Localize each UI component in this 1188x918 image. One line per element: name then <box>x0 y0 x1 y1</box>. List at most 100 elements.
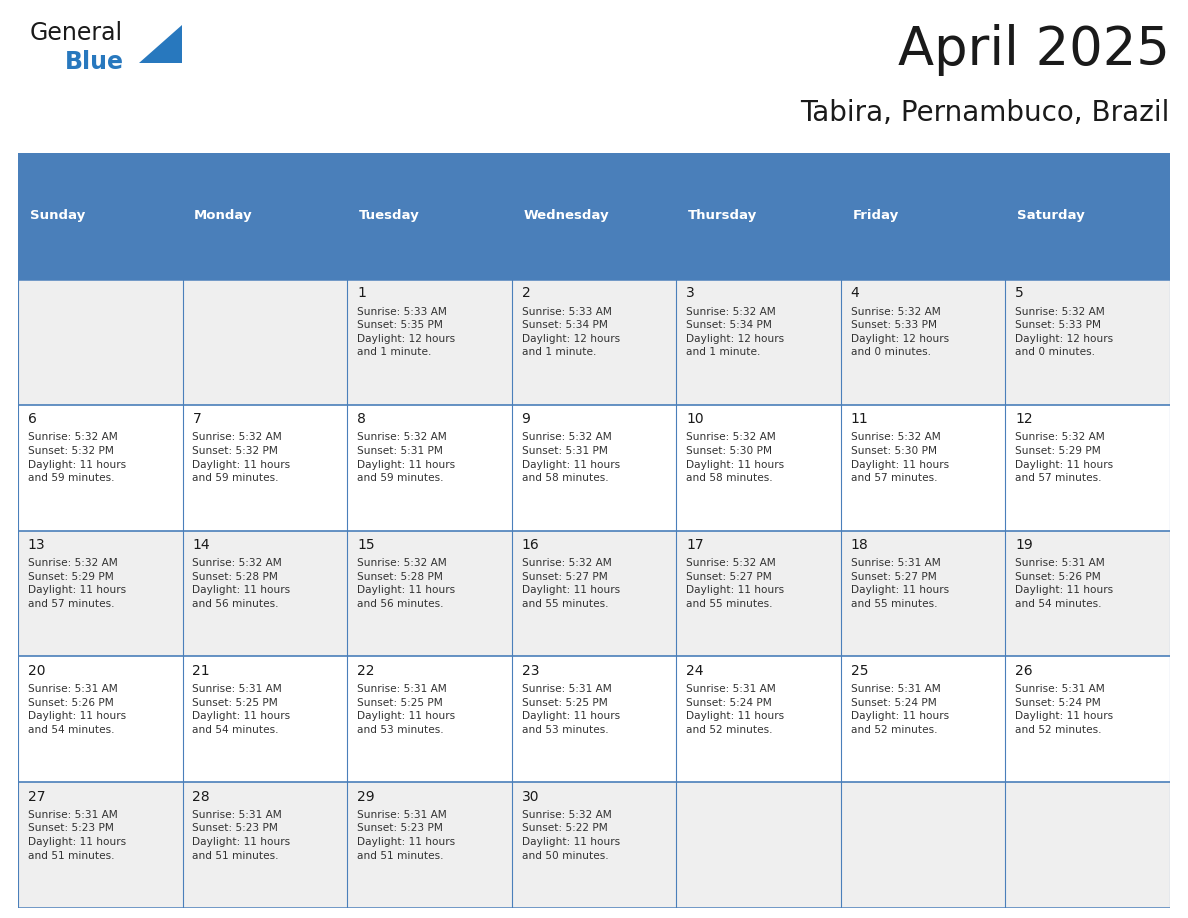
Bar <box>1005 153 1170 279</box>
Bar <box>183 656 347 782</box>
Text: Wednesday: Wednesday <box>523 209 609 222</box>
Bar <box>1005 531 1170 656</box>
Text: 20: 20 <box>27 664 45 677</box>
Bar <box>1005 782 1170 908</box>
Text: Thursday: Thursday <box>688 209 757 222</box>
Text: Tabira, Pernambuco, Brazil: Tabira, Pernambuco, Brazil <box>801 98 1170 127</box>
Text: Sunrise: 5:31 AM
Sunset: 5:23 PM
Daylight: 11 hours
and 51 minutes.: Sunrise: 5:31 AM Sunset: 5:23 PM Dayligh… <box>192 810 291 861</box>
Text: Sunrise: 5:31 AM
Sunset: 5:25 PM
Daylight: 11 hours
and 53 minutes.: Sunrise: 5:31 AM Sunset: 5:25 PM Dayligh… <box>522 684 620 734</box>
Text: Sunrise: 5:32 AM
Sunset: 5:29 PM
Daylight: 11 hours
and 57 minutes.: Sunrise: 5:32 AM Sunset: 5:29 PM Dayligh… <box>1016 432 1113 483</box>
Text: 26: 26 <box>1016 664 1032 677</box>
Bar <box>18 405 183 531</box>
Bar <box>676 279 841 405</box>
Bar <box>1005 279 1170 405</box>
Text: 30: 30 <box>522 789 539 804</box>
Bar <box>183 279 347 405</box>
Bar <box>347 279 512 405</box>
Bar <box>512 531 676 656</box>
Text: Sunrise: 5:31 AM
Sunset: 5:26 PM
Daylight: 11 hours
and 54 minutes.: Sunrise: 5:31 AM Sunset: 5:26 PM Dayligh… <box>1016 558 1113 609</box>
Text: Sunrise: 5:33 AM
Sunset: 5:35 PM
Daylight: 12 hours
and 1 minute.: Sunrise: 5:33 AM Sunset: 5:35 PM Dayligh… <box>358 307 455 357</box>
Text: Saturday: Saturday <box>1017 209 1085 222</box>
Text: 21: 21 <box>192 664 210 677</box>
Bar <box>347 782 512 908</box>
Text: Friday: Friday <box>852 209 898 222</box>
Text: 6: 6 <box>27 412 37 426</box>
Text: Sunrise: 5:32 AM
Sunset: 5:32 PM
Daylight: 11 hours
and 59 minutes.: Sunrise: 5:32 AM Sunset: 5:32 PM Dayligh… <box>192 432 291 483</box>
Bar <box>347 405 512 531</box>
Text: 18: 18 <box>851 538 868 552</box>
Text: Sunrise: 5:31 AM
Sunset: 5:24 PM
Daylight: 11 hours
and 52 minutes.: Sunrise: 5:31 AM Sunset: 5:24 PM Dayligh… <box>851 684 949 734</box>
Bar <box>676 656 841 782</box>
Text: Sunrise: 5:32 AM
Sunset: 5:27 PM
Daylight: 11 hours
and 55 minutes.: Sunrise: 5:32 AM Sunset: 5:27 PM Dayligh… <box>522 558 620 609</box>
Text: 25: 25 <box>851 664 868 677</box>
Text: 19: 19 <box>1016 538 1034 552</box>
Bar <box>841 531 1005 656</box>
Bar <box>347 531 512 656</box>
Text: 8: 8 <box>358 412 366 426</box>
Text: Sunrise: 5:32 AM
Sunset: 5:34 PM
Daylight: 12 hours
and 1 minute.: Sunrise: 5:32 AM Sunset: 5:34 PM Dayligh… <box>687 307 784 357</box>
Text: 7: 7 <box>192 412 201 426</box>
Text: 12: 12 <box>1016 412 1032 426</box>
Text: 28: 28 <box>192 789 210 804</box>
Text: 11: 11 <box>851 412 868 426</box>
Text: 10: 10 <box>687 412 703 426</box>
Bar <box>841 782 1005 908</box>
Bar <box>18 531 183 656</box>
Bar <box>18 782 183 908</box>
Bar <box>183 405 347 531</box>
Bar <box>676 405 841 531</box>
Text: Sunrise: 5:31 AM
Sunset: 5:25 PM
Daylight: 11 hours
and 54 minutes.: Sunrise: 5:31 AM Sunset: 5:25 PM Dayligh… <box>192 684 291 734</box>
Text: 17: 17 <box>687 538 703 552</box>
Bar <box>841 405 1005 531</box>
Bar <box>512 405 676 531</box>
Text: Sunrise: 5:31 AM
Sunset: 5:23 PM
Daylight: 11 hours
and 51 minutes.: Sunrise: 5:31 AM Sunset: 5:23 PM Dayligh… <box>27 810 126 861</box>
Text: 5: 5 <box>1016 286 1024 300</box>
Text: Monday: Monday <box>194 209 253 222</box>
Bar <box>18 279 183 405</box>
Bar <box>676 782 841 908</box>
Text: Sunrise: 5:31 AM
Sunset: 5:24 PM
Daylight: 11 hours
and 52 minutes.: Sunrise: 5:31 AM Sunset: 5:24 PM Dayligh… <box>687 684 784 734</box>
Polygon shape <box>139 25 182 63</box>
Bar <box>1005 405 1170 531</box>
Text: Sunrise: 5:32 AM
Sunset: 5:30 PM
Daylight: 11 hours
and 58 minutes.: Sunrise: 5:32 AM Sunset: 5:30 PM Dayligh… <box>687 432 784 483</box>
Text: 3: 3 <box>687 286 695 300</box>
Text: April 2025: April 2025 <box>898 25 1170 76</box>
Text: 1: 1 <box>358 286 366 300</box>
Text: 27: 27 <box>27 789 45 804</box>
Text: Sunday: Sunday <box>30 209 84 222</box>
Bar <box>183 153 347 279</box>
Text: 4: 4 <box>851 286 859 300</box>
Text: 9: 9 <box>522 412 531 426</box>
Text: Sunrise: 5:32 AM
Sunset: 5:22 PM
Daylight: 11 hours
and 50 minutes.: Sunrise: 5:32 AM Sunset: 5:22 PM Dayligh… <box>522 810 620 861</box>
Bar <box>512 153 676 279</box>
Text: Sunrise: 5:31 AM
Sunset: 5:27 PM
Daylight: 11 hours
and 55 minutes.: Sunrise: 5:31 AM Sunset: 5:27 PM Dayligh… <box>851 558 949 609</box>
Text: Tuesday: Tuesday <box>359 209 419 222</box>
Text: 23: 23 <box>522 664 539 677</box>
Bar <box>841 656 1005 782</box>
Text: Sunrise: 5:32 AM
Sunset: 5:27 PM
Daylight: 11 hours
and 55 minutes.: Sunrise: 5:32 AM Sunset: 5:27 PM Dayligh… <box>687 558 784 609</box>
Text: 24: 24 <box>687 664 703 677</box>
Text: Sunrise: 5:32 AM
Sunset: 5:28 PM
Daylight: 11 hours
and 56 minutes.: Sunrise: 5:32 AM Sunset: 5:28 PM Dayligh… <box>358 558 455 609</box>
Bar <box>676 531 841 656</box>
Bar <box>18 656 183 782</box>
Text: 14: 14 <box>192 538 210 552</box>
Bar <box>512 279 676 405</box>
Text: Sunrise: 5:33 AM
Sunset: 5:34 PM
Daylight: 12 hours
and 1 minute.: Sunrise: 5:33 AM Sunset: 5:34 PM Dayligh… <box>522 307 620 357</box>
Text: 15: 15 <box>358 538 374 552</box>
Text: General: General <box>30 21 124 45</box>
Bar <box>512 782 676 908</box>
Bar <box>841 153 1005 279</box>
Text: Sunrise: 5:32 AM
Sunset: 5:33 PM
Daylight: 12 hours
and 0 minutes.: Sunrise: 5:32 AM Sunset: 5:33 PM Dayligh… <box>1016 307 1113 357</box>
Bar <box>347 153 512 279</box>
Bar <box>183 782 347 908</box>
Text: 2: 2 <box>522 286 530 300</box>
Text: Sunrise: 5:31 AM
Sunset: 5:26 PM
Daylight: 11 hours
and 54 minutes.: Sunrise: 5:31 AM Sunset: 5:26 PM Dayligh… <box>27 684 126 734</box>
Text: Blue: Blue <box>65 50 125 74</box>
Text: Sunrise: 5:31 AM
Sunset: 5:24 PM
Daylight: 11 hours
and 52 minutes.: Sunrise: 5:31 AM Sunset: 5:24 PM Dayligh… <box>1016 684 1113 734</box>
Bar <box>347 656 512 782</box>
Bar <box>18 153 183 279</box>
Text: Sunrise: 5:32 AM
Sunset: 5:28 PM
Daylight: 11 hours
and 56 minutes.: Sunrise: 5:32 AM Sunset: 5:28 PM Dayligh… <box>192 558 291 609</box>
Text: Sunrise: 5:32 AM
Sunset: 5:29 PM
Daylight: 11 hours
and 57 minutes.: Sunrise: 5:32 AM Sunset: 5:29 PM Dayligh… <box>27 558 126 609</box>
Text: 13: 13 <box>27 538 45 552</box>
Text: Sunrise: 5:32 AM
Sunset: 5:33 PM
Daylight: 12 hours
and 0 minutes.: Sunrise: 5:32 AM Sunset: 5:33 PM Dayligh… <box>851 307 949 357</box>
